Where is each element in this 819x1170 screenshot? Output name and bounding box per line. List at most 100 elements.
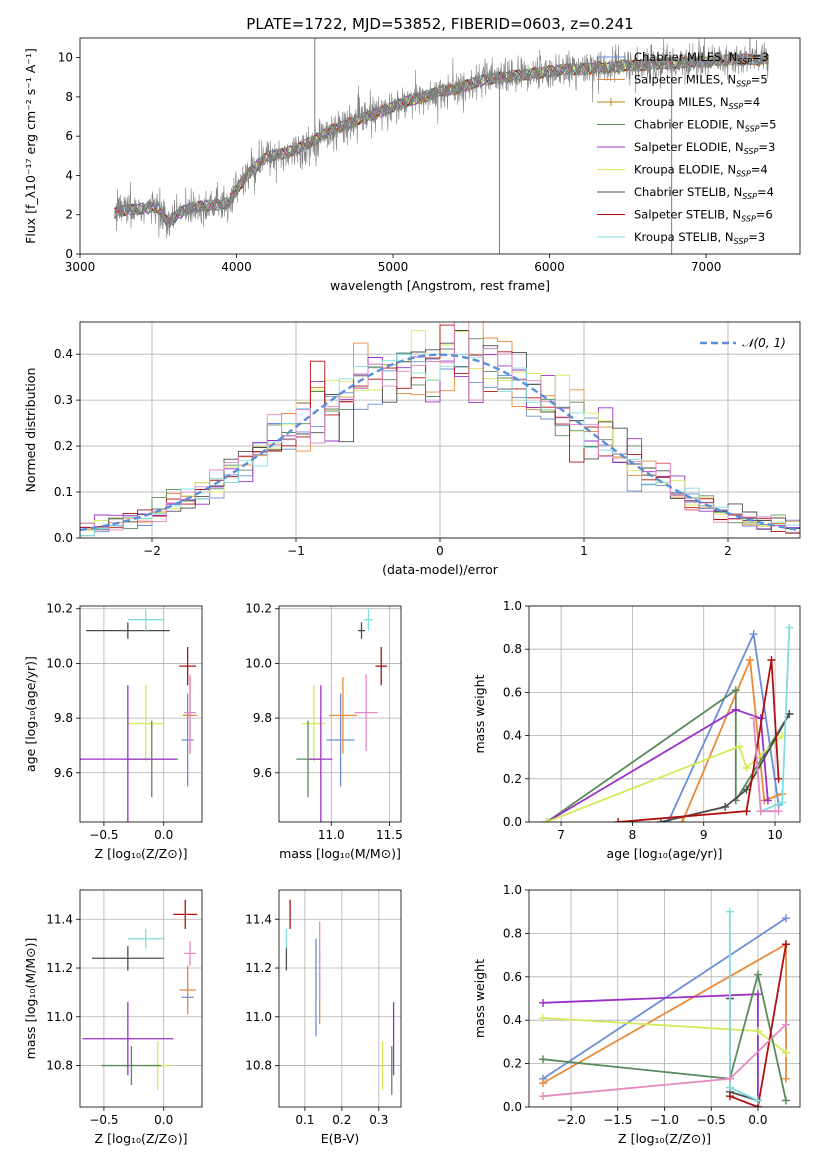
y-tick-label: 0.8 — [503, 926, 522, 940]
series-marker — [725, 1083, 734, 1092]
x-tick-label: 0.2 — [332, 1113, 351, 1127]
y-tick-label: 0.0 — [54, 531, 73, 545]
y-tick-label: 8 — [65, 90, 73, 104]
series-line — [660, 713, 791, 822]
x-tick-label: 7000 — [691, 260, 722, 274]
panel-weight-vs-age: 7 8 9 10 0.0 0.2 0.4 0.6 0.8 1.0 age [log₁₀(age/yr… — [472, 599, 801, 861]
series-marker — [781, 1074, 790, 1083]
x-tick-label: 3000 — [65, 260, 96, 274]
series-marker — [721, 802, 730, 811]
series-marker — [678, 818, 687, 822]
plot-area — [296, 608, 388, 822]
series-marker — [725, 907, 734, 916]
errorbar-point — [328, 677, 357, 754]
errorbar-point — [101, 1046, 162, 1086]
y-axis-label: Normed distribution — [23, 368, 38, 493]
series-marker — [781, 1020, 790, 1029]
series-line — [546, 708, 769, 822]
y-axis-label: mass [log₁₀(M/M⊙)] — [23, 938, 38, 1060]
series-marker — [749, 630, 758, 639]
series-marker — [656, 818, 665, 822]
x-tick-label: 4000 — [221, 260, 252, 274]
series-marker — [539, 1055, 548, 1064]
y-tick-label: 0.2 — [503, 1057, 522, 1071]
x-tick-label: 11.5 — [376, 828, 403, 842]
errorbar-point — [91, 946, 164, 971]
y-axis-label: Flux [f_λ10⁻¹⁷ erg cm⁻² s⁻¹ A⁻¹] — [23, 48, 38, 244]
legend-label: 𝒩(0, 1) — [742, 336, 786, 350]
x-tick-label: −1 — [287, 544, 305, 558]
legend-label: Kroupa MILES, NSSP=4 — [634, 95, 760, 111]
series-marker — [781, 1048, 790, 1057]
x-axis-label: Z [log₁₀(Z/Z⊙)] — [618, 1131, 711, 1146]
x-tick-label: 0.0 — [154, 828, 173, 842]
series-marker — [731, 705, 740, 714]
y-tick-label: 10.0 — [46, 656, 73, 670]
x-tick-label: 8 — [629, 828, 637, 842]
errorbar-point — [127, 685, 164, 762]
errorbar-point — [181, 693, 194, 787]
y-tick-label: 10.0 — [245, 656, 272, 670]
histogram-step — [80, 324, 800, 534]
series-marker — [785, 623, 794, 632]
y-tick-label: 0.0 — [503, 815, 522, 829]
series-marker — [742, 807, 751, 816]
errorbar-point — [179, 647, 197, 686]
axes-frame — [528, 605, 801, 823]
y-axis-label: mass weight — [472, 959, 487, 1038]
legend-label: Kroupa ELODIE, NSSP=4 — [634, 163, 768, 179]
x-tick-label: −1.5 — [603, 1113, 632, 1127]
series-marker — [781, 914, 790, 923]
x-tick-label: 5000 — [378, 260, 409, 274]
series-marker — [781, 940, 790, 949]
y-tick-label: 0.8 — [503, 642, 522, 656]
y-tick-label: 0.2 — [503, 772, 522, 786]
data-spectrum — [114, 38, 769, 239]
y-tick-label: 0 — [65, 247, 73, 261]
series-marker — [778, 798, 787, 807]
x-axis-label: age [log₁₀(age/yr)] — [607, 846, 723, 861]
x-axis-label: E(B-V) — [321, 1131, 360, 1146]
series-marker — [774, 774, 783, 783]
series-marker — [539, 1092, 548, 1101]
histogram-step — [80, 354, 800, 530]
panel-age-vs-Z: −0.5 0.0 9.6 9.8 10.0 10.2 Z [log₁₀(Z/Z⊙)] age … — [23, 602, 203, 861]
y-tick-label: 2 — [65, 208, 73, 222]
errorbar-point — [375, 647, 388, 686]
plot-area — [542, 623, 794, 822]
x-tick-label: 7 — [557, 828, 565, 842]
y-axis-label: mass weight — [472, 674, 487, 753]
panel-age-vs-mass: 11.0 11.5 9.6 9.8 10.0 10.2 mass [log₁₀(M/M⊙)] — [245, 602, 402, 861]
errorbar-point — [173, 899, 198, 930]
series-marker — [725, 1074, 734, 1083]
x-tick-label: 1 — [580, 544, 588, 558]
series-line — [542, 993, 759, 1107]
y-tick-label: 1.0 — [503, 599, 522, 613]
figure-title: PLATE=1722, MJD=53852, FIBERID=0603, z=0… — [246, 15, 633, 33]
plot-area — [82, 899, 198, 1090]
series-line — [729, 998, 759, 1102]
series-marker — [539, 998, 548, 1007]
series-line — [729, 944, 787, 1107]
panel-spectrum: 3000 4000 5000 6000 7000 0 2 4 6 8 10 wavelength [A… — [23, 37, 801, 293]
series-marker — [756, 807, 765, 816]
errorbar-point — [309, 685, 333, 822]
x-tick-label: 9 — [700, 828, 708, 842]
series-marker — [763, 796, 772, 805]
x-tick-label: −0.5 — [89, 1113, 118, 1127]
series-marker — [753, 1096, 762, 1105]
series-marker — [753, 1027, 762, 1036]
x-axis-label: wavelength [Angstrom, rest frame] — [330, 278, 550, 293]
panel-mass-vs-EBV: 0.1 0.2 0.3 10.8 11.0 11.2 11.4 E(B-V) — [245, 889, 402, 1146]
x-tick-label: 0.0 — [748, 1113, 767, 1127]
y-tick-label: 9.6 — [54, 766, 73, 780]
x-tick-label: −0.5 — [697, 1113, 726, 1127]
y-tick-label: 0.6 — [503, 685, 522, 699]
axes-frame — [79, 605, 203, 823]
series-marker — [746, 656, 755, 664]
y-tick-label: 0.6 — [503, 970, 522, 984]
legend-label: Chabrier ELODIE, NSSP=5 — [634, 118, 776, 134]
x-tick-label: 0.3 — [369, 1113, 388, 1127]
legend: 𝒩(0, 1) — [700, 336, 786, 350]
